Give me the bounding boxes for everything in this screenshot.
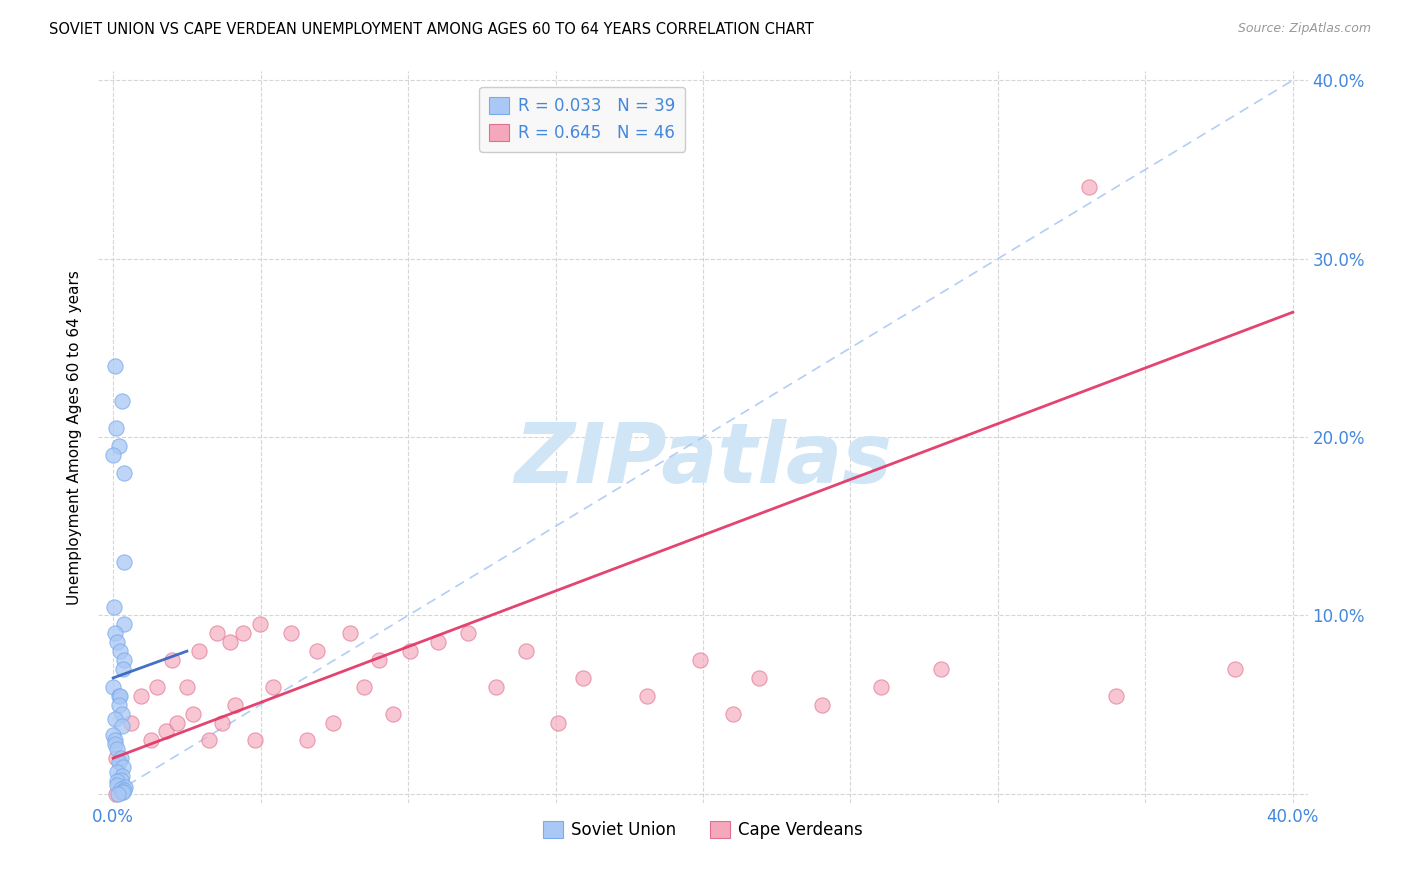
Text: ZIPatlas: ZIPatlas xyxy=(515,418,891,500)
Point xyxy=(721,706,744,721)
Text: SOVIET UNION VS CAPE VERDEAN UNEMPLOYMENT AMONG AGES 60 TO 64 YEARS CORRELATION : SOVIET UNION VS CAPE VERDEAN UNEMPLOYMEN… xyxy=(49,22,814,37)
Point xyxy=(181,706,204,721)
Point xyxy=(166,715,188,730)
Point xyxy=(188,644,211,658)
Point xyxy=(295,733,318,747)
Point xyxy=(307,644,329,658)
Point xyxy=(120,715,142,730)
Point xyxy=(112,662,135,676)
Point xyxy=(689,653,711,667)
Point xyxy=(485,680,508,694)
Point xyxy=(108,689,131,703)
Point xyxy=(105,778,128,792)
Point xyxy=(108,689,131,703)
Point xyxy=(205,626,228,640)
Point xyxy=(280,626,302,640)
Point xyxy=(108,698,131,712)
Point xyxy=(114,780,136,794)
Point xyxy=(198,733,221,747)
Point xyxy=(176,680,198,694)
Point xyxy=(322,715,344,730)
Point xyxy=(112,783,135,797)
Point xyxy=(249,617,271,632)
Point xyxy=(110,751,132,765)
Point xyxy=(111,394,134,409)
Point xyxy=(107,755,129,769)
Point xyxy=(141,733,163,747)
Point xyxy=(869,680,891,694)
Point xyxy=(929,662,952,676)
Point xyxy=(105,765,128,780)
Point xyxy=(114,617,136,632)
Point xyxy=(219,635,242,649)
Point xyxy=(572,671,595,685)
Point xyxy=(110,644,132,658)
Point xyxy=(111,706,134,721)
Point xyxy=(111,760,134,774)
Y-axis label: Unemployment Among Ages 60 to 64 years: Unemployment Among Ages 60 to 64 years xyxy=(67,269,83,605)
Point xyxy=(112,466,135,480)
Point xyxy=(457,626,479,640)
Point xyxy=(105,742,128,756)
Point xyxy=(110,781,132,796)
Point xyxy=(105,421,128,435)
Point xyxy=(105,635,128,649)
Point xyxy=(105,774,128,789)
Point xyxy=(367,653,389,667)
Point xyxy=(111,785,134,799)
Point xyxy=(427,635,450,649)
Point xyxy=(110,772,132,787)
Point xyxy=(748,671,770,685)
Point xyxy=(243,733,266,747)
Point xyxy=(103,680,125,694)
Point xyxy=(353,680,375,694)
Point xyxy=(111,785,134,799)
Point xyxy=(515,644,537,658)
Point xyxy=(811,698,834,712)
Point xyxy=(146,680,169,694)
Point xyxy=(339,626,361,640)
Point xyxy=(104,626,127,640)
Point xyxy=(636,689,658,703)
Point xyxy=(382,706,405,721)
Point xyxy=(232,626,254,640)
Point xyxy=(1223,662,1246,676)
Point xyxy=(103,448,125,462)
Point xyxy=(104,751,127,765)
Point xyxy=(129,689,152,703)
Point xyxy=(104,787,127,801)
Point xyxy=(108,439,131,453)
Point xyxy=(103,737,125,751)
Point xyxy=(112,555,135,569)
Point xyxy=(211,715,233,730)
Point xyxy=(104,712,127,726)
Point xyxy=(224,698,246,712)
Point xyxy=(547,715,569,730)
Point xyxy=(103,599,125,614)
Point xyxy=(160,653,183,667)
Point xyxy=(1104,689,1126,703)
Point xyxy=(111,769,134,783)
Point xyxy=(103,728,125,742)
Point xyxy=(107,787,129,801)
Point xyxy=(262,680,284,694)
Point xyxy=(111,719,134,733)
Point xyxy=(1078,180,1101,194)
Point xyxy=(399,644,422,658)
Legend: Soviet Union, Cape Verdeans: Soviet Union, Cape Verdeans xyxy=(537,814,869,846)
Point xyxy=(104,733,127,747)
Point xyxy=(104,359,127,373)
Text: Source: ZipAtlas.com: Source: ZipAtlas.com xyxy=(1237,22,1371,36)
Point xyxy=(112,653,135,667)
Point xyxy=(155,724,177,739)
